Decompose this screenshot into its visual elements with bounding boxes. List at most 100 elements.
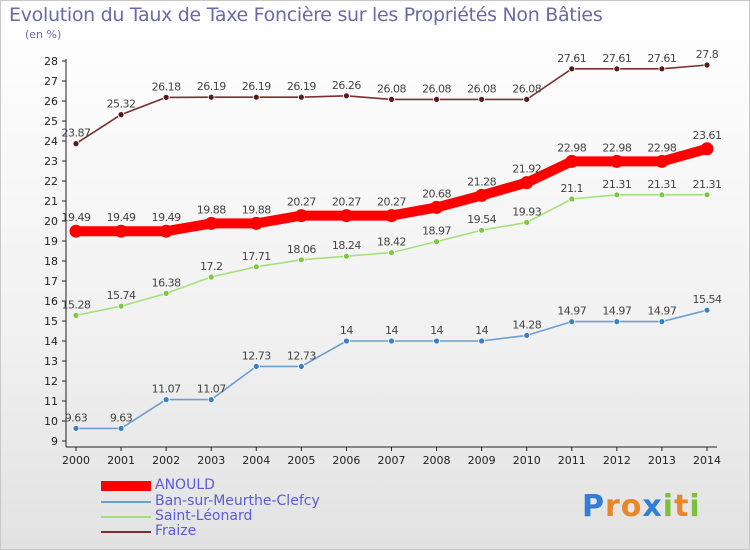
- y-tick-label: 15: [44, 315, 58, 328]
- data-point: [117, 302, 125, 310]
- x-tick-label: 2008: [423, 454, 451, 467]
- legend-swatch: [101, 515, 151, 518]
- data-label: 25.32: [107, 98, 136, 111]
- y-tick-label: 26: [44, 95, 58, 108]
- data-label: 18.06: [287, 243, 316, 256]
- data-label: 11.07: [197, 383, 226, 396]
- data-label: 21.31: [602, 178, 631, 191]
- data-point: [433, 96, 440, 103]
- data-point: [207, 396, 215, 404]
- data-label: 27.8: [696, 48, 719, 61]
- data-point: [162, 396, 170, 404]
- legend-item: Saint-Léonard: [101, 509, 252, 524]
- data-label: 15.74: [107, 289, 136, 302]
- data-point: [159, 224, 173, 238]
- data-point: [523, 218, 531, 226]
- legend-swatch: [101, 480, 151, 491]
- series-layer: [69, 61, 714, 432]
- data-label: 27.61: [602, 52, 631, 65]
- x-tick-label: 2010: [513, 454, 541, 467]
- data-label: 23.87: [62, 127, 91, 140]
- data-point: [433, 238, 440, 246]
- y-tick-label: 20: [44, 215, 58, 228]
- data-point: [610, 154, 624, 168]
- data-label: 22.98: [602, 141, 631, 154]
- y-tick-label: 10: [44, 415, 58, 428]
- value-labels-layer: 19.49 19.49 19.49 19.88 19.88 20.27 20.27 20.27…: [62, 48, 723, 424]
- x-tick-label: 2001: [107, 454, 135, 467]
- y-tick-label: 27: [44, 75, 58, 88]
- data-label: 9.63: [65, 411, 88, 424]
- data-point: [343, 92, 350, 100]
- y-tick-label: 18: [44, 255, 58, 268]
- legend-label: Fraize: [155, 523, 197, 539]
- data-label: 15.54: [693, 293, 722, 306]
- data-label: 19.88: [242, 203, 271, 216]
- data-point: [252, 93, 260, 101]
- data-point: [658, 318, 666, 326]
- data-label: 19.93: [512, 205, 541, 218]
- data-point: [339, 209, 353, 223]
- data-point: [388, 249, 395, 257]
- data-label: 9.63: [110, 411, 133, 424]
- x-tick-label: 2014: [693, 454, 721, 467]
- data-point: [523, 331, 531, 339]
- data-label: 14.97: [557, 305, 586, 318]
- data-point: [343, 252, 350, 260]
- y-tick-label: 19: [44, 235, 58, 248]
- x-tick-label: 2011: [558, 454, 586, 467]
- data-label: 21.31: [647, 178, 676, 191]
- data-label: 12.73: [242, 349, 271, 362]
- x-tick-label: 2009: [468, 454, 496, 467]
- data-label: 27.61: [647, 52, 676, 65]
- legend-item: ANOULD: [101, 478, 215, 493]
- data-point: [520, 176, 534, 190]
- data-point: [252, 263, 260, 271]
- data-point: [114, 224, 128, 238]
- data-point: [523, 96, 531, 103]
- data-label: 19.49: [152, 211, 181, 224]
- legend-swatch: [101, 500, 151, 503]
- data-label: 19.88: [197, 203, 226, 216]
- y-tick-label: 24: [44, 135, 58, 148]
- axes: 9 10 11 12 13 14 15 16 17 18 19 20 21 22 23 24 25 26 27 28 2…: [44, 55, 721, 467]
- data-label: 26.19: [197, 80, 226, 93]
- data-label: 14.97: [602, 305, 631, 318]
- data-label: 21.1: [561, 182, 584, 195]
- x-tick-label: 2000: [62, 454, 90, 467]
- data-label: 26.08: [467, 82, 496, 95]
- data-label: 14: [340, 324, 353, 337]
- data-label: 21.28: [467, 175, 496, 188]
- data-label: 19.49: [62, 211, 91, 224]
- data-point: [478, 226, 486, 234]
- data-point: [703, 191, 711, 199]
- data-point: [565, 154, 579, 168]
- data-point: [72, 424, 80, 432]
- data-label: 16.38: [152, 276, 181, 289]
- data-point: [117, 424, 125, 432]
- data-label: 21.31: [693, 178, 722, 191]
- data-label: 18.42: [377, 236, 406, 249]
- data-label: 26.18: [152, 80, 181, 93]
- data-label: 22.98: [557, 141, 586, 154]
- data-point: [655, 154, 669, 168]
- data-point: [117, 111, 125, 118]
- data-point: [478, 337, 486, 345]
- data-point: [568, 65, 576, 73]
- data-point: [388, 337, 395, 345]
- data-point: [69, 224, 83, 238]
- x-tick-label: 2012: [603, 454, 631, 467]
- data-point: [703, 61, 711, 69]
- data-point: [249, 216, 263, 230]
- data-label: 11.07: [152, 383, 181, 396]
- data-point: [613, 318, 621, 326]
- x-tick-label: 2007: [378, 454, 406, 467]
- data-label: 17.2: [200, 260, 223, 273]
- x-tick-label: 2003: [197, 454, 225, 467]
- y-tick-label: 11: [44, 395, 58, 408]
- y-tick-label: 22: [44, 175, 58, 188]
- data-label: 21.92: [512, 163, 541, 176]
- data-point: [478, 96, 486, 103]
- data-point: [613, 191, 621, 199]
